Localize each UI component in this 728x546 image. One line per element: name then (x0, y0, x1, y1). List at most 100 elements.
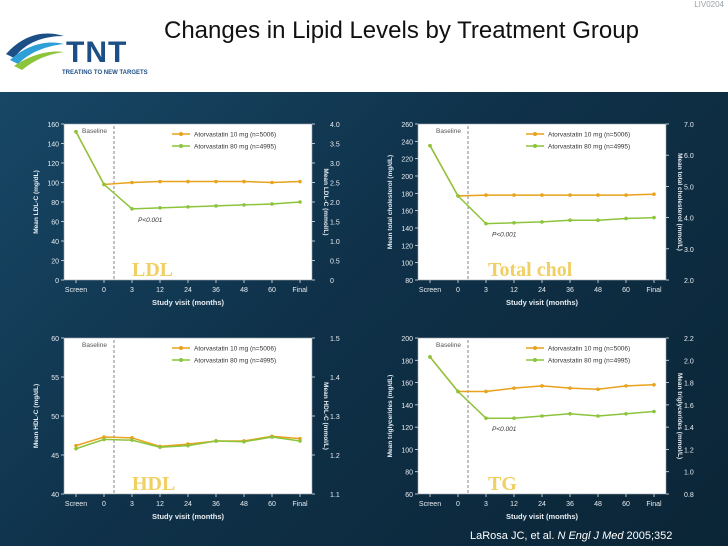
data-point (186, 205, 190, 209)
y2-tick-label: 7.0 (684, 122, 694, 129)
data-point (540, 384, 544, 388)
data-point (512, 416, 516, 421)
y-tick-label: 160 (401, 381, 413, 388)
data-point (130, 438, 134, 442)
citation-authors: LaRosa JC, et al. (470, 530, 558, 542)
slide-header: TNT TREATING TO NEW TARGETS Changes in L… (0, 0, 728, 92)
y-tick-label: 180 (401, 191, 413, 198)
y-tick-label: 100 (47, 181, 59, 188)
data-point (596, 414, 600, 418)
x-tick-label: 48 (240, 287, 248, 294)
y-axis-label: Mean LDL-C (mg/dL) (33, 170, 40, 234)
x-axis-label: Study visit (months) (152, 298, 225, 307)
legend-label: Atorvastatin 80 mg (n=4995) (548, 358, 630, 365)
data-point (270, 435, 274, 439)
data-point (456, 194, 460, 198)
data-point (158, 206, 162, 210)
y2-tick-label: 2.0 (684, 358, 694, 365)
data-point (242, 439, 246, 444)
legend-label: Atorvastatin 10 mg (n=5006) (194, 132, 276, 139)
data-point (652, 383, 656, 387)
y2-axis-label: Mean HDL-C (mmol/L) (322, 382, 329, 450)
data-point (596, 193, 600, 197)
y2-tick-label: 5.0 (684, 184, 694, 191)
y2-tick-label: 1.3 (330, 414, 340, 421)
citation: LaRosa JC, et al. N Engl J Med 2005;352 (470, 530, 672, 542)
x-axis-label: Study visit (months) (152, 512, 225, 521)
data-point (242, 203, 246, 207)
y2-axis-label: Mean total cholesterol (mmol/L) (676, 153, 683, 251)
y-tick-label: 55 (51, 375, 59, 382)
y-tick-label: 50 (51, 414, 59, 421)
swoosh-icon (6, 33, 64, 70)
data-point (484, 193, 488, 197)
y2-tick-label: 1.5 (330, 220, 340, 227)
x-tick-label: 36 (566, 287, 574, 294)
panel-label: TG (488, 473, 517, 495)
data-point (596, 218, 600, 222)
y2-axis-label: Mean triglycerides (mmol/L) (676, 373, 683, 459)
panel-label: Total chol (488, 259, 573, 281)
y2-tick-label: 4.0 (330, 122, 340, 129)
y2-tick-label: 1.6 (684, 403, 694, 410)
y-tick-label: 20 (51, 259, 59, 266)
data-point (102, 437, 106, 442)
data-point (214, 439, 218, 443)
legend-label: Atorvastatin 10 mg (n=5006) (548, 346, 630, 353)
y-tick-label: 80 (405, 470, 413, 477)
data-point (298, 439, 302, 443)
y2-axis-label: Mean LDL-C (mmol/L) (322, 168, 329, 235)
y2-tick-label: 1.0 (684, 470, 694, 477)
hdl-chart-panel: 40 45 50 55 60 1.1 1.2 1.3 1.4 1.5 Screen 0 3 12 24 36 4… (33, 336, 340, 521)
x-tick-label: 0 (102, 287, 106, 294)
data-point (652, 409, 656, 414)
x-tick-label: 36 (212, 501, 220, 508)
y2-tick-label: 3.0 (684, 247, 694, 254)
y-tick-label: 60 (405, 492, 413, 499)
data-point (74, 446, 78, 451)
y-tick-label: 140 (47, 142, 59, 149)
x-tick-label: 60 (268, 287, 276, 294)
y2-tick-label: 1.1 (330, 492, 340, 499)
y2-tick-label: 1.4 (684, 425, 694, 432)
x-tick-label: 3 (484, 287, 488, 294)
y2-tick-label: 0.8 (684, 492, 694, 499)
legend-marker (179, 144, 183, 148)
x-tick-label: 48 (594, 501, 602, 508)
data-point (74, 443, 78, 448)
panel-label: LDL (132, 259, 173, 281)
x-tick-label: 24 (538, 501, 546, 508)
plot-area (63, 337, 313, 495)
data-point (512, 386, 516, 390)
y-tick-label: 160 (401, 209, 413, 216)
y-tick-label: 60 (51, 220, 59, 227)
data-point (484, 389, 488, 394)
y-tick-label: 60 (51, 336, 59, 343)
data-point (270, 202, 274, 206)
y-tick-label: 240 (401, 139, 413, 146)
y-axis-label: Mean total cholesterol (mg/dL) (387, 155, 394, 249)
x-tick-label: 24 (184, 501, 192, 508)
x-tick-label: Final (292, 501, 308, 508)
x-tick-label: 24 (538, 287, 546, 294)
data-point (270, 180, 274, 185)
y2-tick-label: 2.5 (330, 181, 340, 188)
x-tick-label: 48 (240, 501, 248, 508)
x-tick-label: 3 (130, 287, 134, 294)
data-point (540, 193, 544, 197)
y2-tick-label: 3.0 (330, 161, 340, 168)
total-chol-chart-panel: 801001201401601802002202402602.03.04.05.… (387, 122, 694, 307)
x-tick-label: 36 (212, 287, 220, 294)
legend-label: Atorvastatin 10 mg (n=5006) (548, 132, 630, 139)
x-tick-label: Screen (419, 501, 441, 508)
x-tick-label: 0 (456, 287, 460, 294)
y-tick-label: 45 (51, 453, 59, 460)
y-tick-label: 120 (401, 425, 413, 432)
legend-marker (533, 346, 537, 350)
y2-tick-label: 1.0 (330, 239, 340, 246)
data-point (186, 443, 190, 448)
data-point (130, 207, 134, 211)
citation-journal: N Engl J Med (557, 530, 624, 542)
x-tick-label: 24 (184, 287, 192, 294)
y-tick-label: 260 (401, 122, 413, 129)
